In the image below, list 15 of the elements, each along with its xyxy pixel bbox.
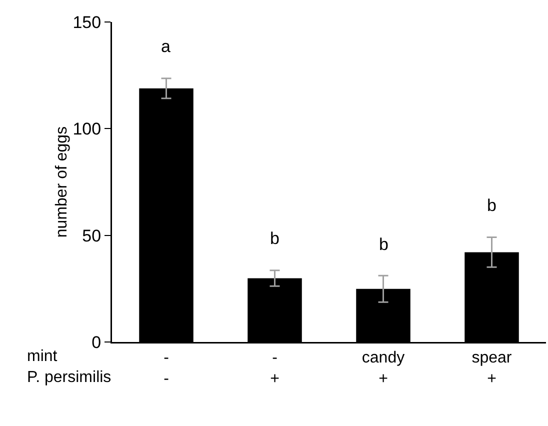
y-tick-label: 150 [72,12,102,32]
annotation: a [161,37,171,56]
x-tick-label: spear + [472,350,512,388]
y-axis-title: number of eggs [54,126,71,238]
x-tick-label: candy + [362,350,405,388]
x-tick-label: - - [164,350,169,388]
y-tick-label: 100 [72,120,102,139]
x-tick-label: - + [270,350,280,388]
annotation: b [379,235,388,254]
text: P. persimilis [27,369,112,386]
annotation: b [270,229,280,248]
y-tick-label: 0 [92,332,102,352]
annotation: b [487,196,496,215]
y-tick-label: 50 [82,226,102,246]
text: mint [27,348,58,365]
